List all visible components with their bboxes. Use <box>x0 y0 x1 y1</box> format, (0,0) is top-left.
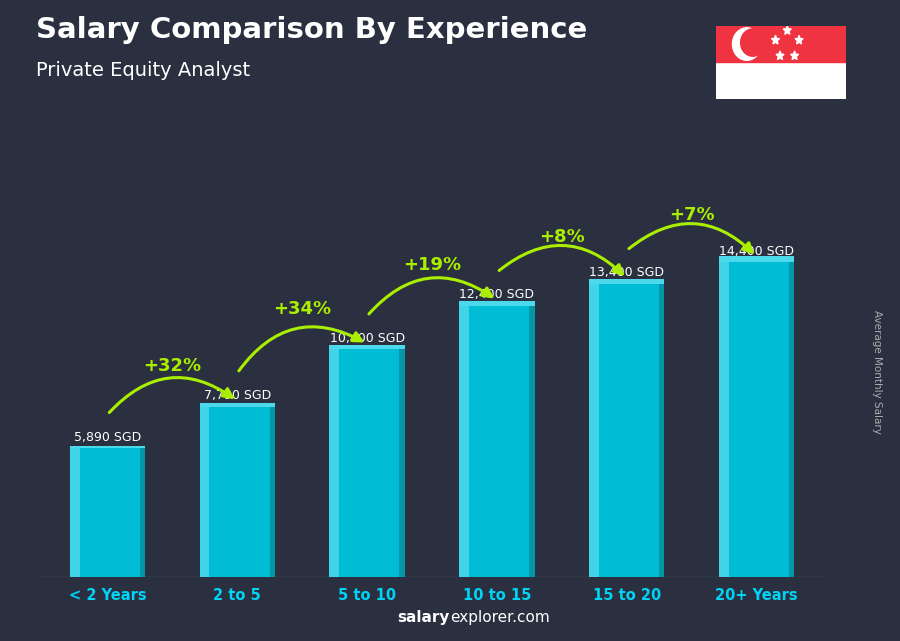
Polygon shape <box>795 35 803 44</box>
Text: Private Equity Analyst: Private Equity Analyst <box>36 61 250 80</box>
Text: 5,890 SGD: 5,890 SGD <box>74 431 141 444</box>
Bar <box>719 256 794 262</box>
Text: salary: salary <box>398 610 450 625</box>
Text: 10,400 SGD: 10,400 SGD <box>329 332 405 345</box>
Text: +7%: +7% <box>669 206 715 224</box>
Text: 7,790 SGD: 7,790 SGD <box>203 389 271 402</box>
Bar <box>789 262 794 577</box>
Text: 12,400 SGD: 12,400 SGD <box>459 288 535 301</box>
Circle shape <box>741 29 765 56</box>
Bar <box>590 279 664 284</box>
Text: +8%: +8% <box>539 228 585 246</box>
Bar <box>70 448 145 577</box>
Bar <box>140 448 145 577</box>
Bar <box>590 284 664 577</box>
Bar <box>400 349 405 577</box>
Bar <box>70 448 79 577</box>
Bar <box>200 406 274 577</box>
Bar <box>329 349 339 577</box>
Bar <box>459 301 535 306</box>
Circle shape <box>733 28 761 60</box>
Bar <box>270 406 274 577</box>
Bar <box>200 406 210 577</box>
Text: Average Monthly Salary: Average Monthly Salary <box>872 310 883 434</box>
Text: 13,400 SGD: 13,400 SGD <box>590 267 664 279</box>
Bar <box>529 306 535 577</box>
Bar <box>329 349 405 577</box>
Bar <box>459 306 469 577</box>
Bar <box>590 284 598 577</box>
Polygon shape <box>776 51 784 60</box>
Text: explorer.com: explorer.com <box>450 610 550 625</box>
Bar <box>200 403 274 406</box>
Bar <box>719 262 729 577</box>
Text: Salary Comparison By Experience: Salary Comparison By Experience <box>36 16 587 44</box>
Polygon shape <box>790 51 798 60</box>
Bar <box>719 262 794 577</box>
Text: 14,400 SGD: 14,400 SGD <box>719 244 794 258</box>
Bar <box>459 306 535 577</box>
Text: +19%: +19% <box>403 256 461 274</box>
Bar <box>716 26 846 62</box>
Polygon shape <box>771 35 779 44</box>
Bar <box>329 345 405 349</box>
Text: +34%: +34% <box>273 300 331 318</box>
Text: +32%: +32% <box>143 357 202 375</box>
Bar <box>70 445 145 448</box>
Bar <box>659 284 664 577</box>
Polygon shape <box>783 26 791 35</box>
